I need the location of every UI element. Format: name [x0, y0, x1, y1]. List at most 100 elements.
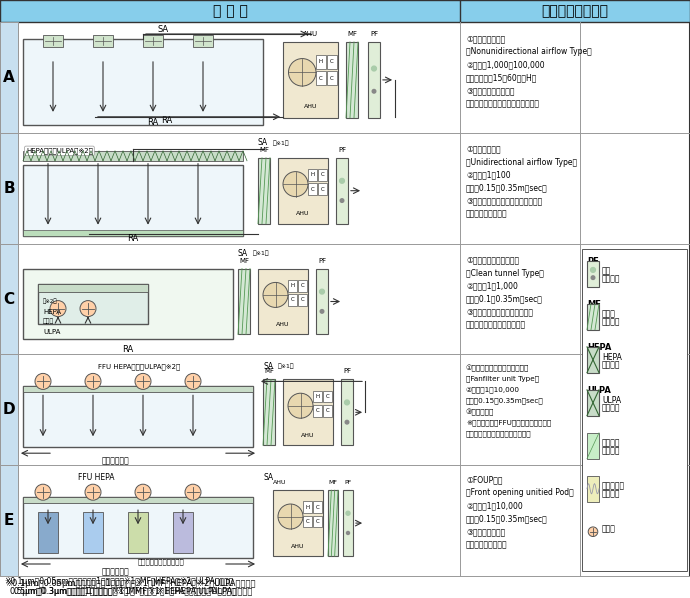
Text: フィルタ: フィルタ [602, 361, 620, 370]
Bar [323, 405, 332, 417]
Text: FFU HEPA: FFU HEPA [78, 472, 115, 482]
Bar [23, 151, 243, 161]
Circle shape [591, 276, 595, 279]
Text: C: C [319, 75, 323, 81]
Text: C: C [321, 172, 324, 178]
Text: H: H [310, 172, 315, 178]
Text: ②クラス1～1,000: ②クラス1～1,000 [466, 282, 518, 291]
Text: AHU: AHU [304, 104, 317, 109]
Bar [587, 476, 599, 502]
Text: 高清浄度を維持。: 高清浄度を維持。 [466, 210, 508, 219]
Text: ※0.1μm（0.05μm）対象クラス1の場合は（※1）MF＋HEPA（※2）ULPAとする。: ※0.1μm（0.05μm）対象クラス1の場合は（※1）MF＋HEPA（※2）U… [5, 578, 255, 587]
Bar [38, 283, 148, 324]
Circle shape [288, 393, 313, 418]
Text: ULPA: ULPA [602, 396, 621, 405]
Circle shape [263, 282, 288, 307]
Bar [288, 280, 297, 292]
Circle shape [339, 178, 344, 183]
Bar [173, 512, 193, 553]
Bar [368, 42, 380, 118]
Text: （風速0.15～0.35m／sec）: （風速0.15～0.35m／sec） [466, 514, 548, 523]
Text: B: B [3, 181, 14, 196]
Text: AHU: AHU [302, 433, 315, 438]
Circle shape [80, 301, 96, 316]
Text: （風速0.15～0.35m／sec）: （風速0.15～0.35m／sec） [466, 398, 544, 404]
Text: SA: SA [238, 249, 248, 258]
Text: ②クラス1,000～100,000: ②クラス1,000～100,000 [466, 60, 544, 69]
Bar [327, 55, 337, 69]
Text: 0.5μm（0.3μm）クラス1の場合は（※1）MF　（※1）HEPAまたはULPAとする。: 0.5μm（0.3μm）クラス1の場合は（※1）MF （※1）HEPAまたはUL… [14, 587, 237, 596]
Bar [298, 280, 307, 292]
Text: ケミカル除去エレメント: ケミカル除去エレメント [137, 559, 184, 565]
Text: ③最も普及的な方式。: ③最も普及的な方式。 [466, 86, 515, 95]
Text: （Nonunidirectional airflow Type）: （Nonunidirectional airflow Type） [466, 47, 592, 56]
Text: C: C [290, 297, 295, 303]
Text: （Front opening unitied Pod）: （Front opening unitied Pod） [466, 488, 574, 497]
Text: A: A [3, 70, 15, 85]
Bar [273, 490, 323, 556]
Bar [23, 165, 243, 236]
Circle shape [185, 373, 201, 389]
Text: PF: PF [338, 147, 346, 153]
Text: HEPA: HEPA [43, 309, 61, 315]
Text: ※0.1μm（0.05μm）対象クラス1の場合は（※1）MF＋HEPA（※2）ULPAとする。: ※0.1μm（0.05μm）対象クラス1の場合は（※1）MF＋HEPA（※2）U… [4, 578, 233, 587]
Bar [308, 183, 317, 195]
Text: SA: SA [258, 138, 268, 147]
Text: C: C [321, 187, 324, 191]
Text: （換気回数約15～60回／H）: （換気回数約15～60回／H） [466, 73, 538, 82]
Text: RA: RA [148, 118, 159, 127]
Text: 冷水コイル: 冷水コイル [602, 481, 625, 490]
Circle shape [85, 373, 101, 389]
Circle shape [283, 172, 308, 197]
Text: C: C [301, 283, 304, 288]
Text: 0.5μm（0.3μm）クラス1の場合は（※1）MF　（※1）HEPAまたはULPAとする。: 0.5μm（0.3μm）クラス1の場合は（※1）MF （※1）HEPAまたはUL… [10, 587, 253, 596]
Text: ①一方向流方式: ①一方向流方式 [466, 145, 501, 154]
Bar [327, 71, 337, 85]
Bar [328, 490, 338, 556]
Text: C: C [315, 505, 319, 510]
Text: ①クリーントンネル方式: ①クリーントンネル方式 [466, 255, 519, 264]
Text: MF: MF [587, 300, 601, 309]
Bar [283, 42, 338, 118]
Text: PF: PF [343, 368, 351, 374]
Text: SA: SA [263, 362, 273, 371]
Text: C: C [330, 75, 334, 81]
Circle shape [135, 484, 151, 500]
Text: 基 本 形: 基 本 形 [213, 4, 248, 18]
Text: ②クラス1～10,000: ②クラス1～10,000 [466, 386, 520, 393]
Bar [23, 497, 253, 558]
Text: H: H [290, 283, 295, 288]
Text: AHU: AHU [296, 211, 310, 216]
Bar [38, 283, 148, 292]
Bar [318, 169, 327, 181]
Bar [128, 512, 148, 553]
Text: AHU: AHU [276, 322, 290, 327]
Text: SA: SA [263, 472, 273, 482]
Circle shape [35, 373, 51, 389]
Text: MF: MF [328, 480, 337, 485]
Text: または: または [43, 319, 55, 324]
Text: （※1）: （※1） [273, 140, 290, 145]
Text: PF: PF [344, 480, 352, 485]
Text: ドライコイル: ドライコイル [101, 457, 129, 466]
Bar [587, 261, 599, 286]
Text: フィルタ: フィルタ [602, 318, 620, 327]
Bar [318, 183, 327, 195]
Bar [303, 515, 312, 527]
Circle shape [278, 504, 303, 529]
Circle shape [288, 59, 316, 86]
Text: （Unidirectional airflow Type）: （Unidirectional airflow Type） [466, 158, 577, 167]
Text: （風速0.15～0.35m／sec）: （風速0.15～0.35m／sec） [466, 184, 548, 193]
Text: 中性能: 中性能 [602, 310, 616, 319]
Bar [43, 35, 63, 47]
Text: MF: MF [347, 31, 357, 37]
Text: E: E [4, 513, 14, 528]
Text: PF: PF [587, 257, 599, 266]
Circle shape [50, 301, 66, 316]
Bar [343, 490, 353, 556]
Text: H: H [306, 505, 310, 510]
Text: （Fanfilter unit Type）: （Fanfilter unit Type） [466, 376, 539, 382]
Text: ③ダウンフローにより全域にわたり: ③ダウンフローにより全域にわたり [466, 197, 542, 206]
Text: H: H [315, 394, 319, 399]
Bar [0, 243, 18, 355]
